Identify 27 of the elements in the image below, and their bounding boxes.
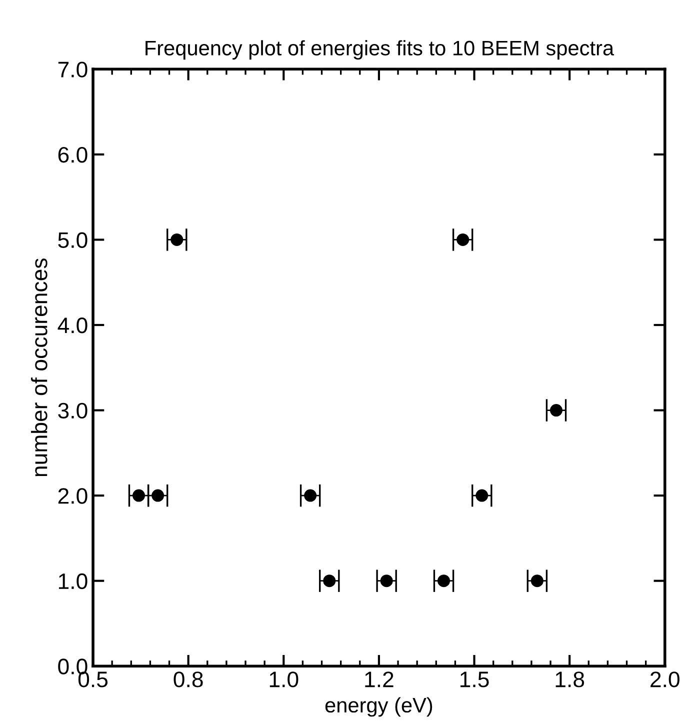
point	[132, 489, 146, 502]
point	[152, 489, 164, 502]
point	[170, 233, 184, 246]
y-axis-title: number of occurences	[30, 258, 48, 476]
y-tick-label: 4.0	[58, 318, 88, 334]
point	[304, 489, 317, 502]
x-tick-label: 2.0	[650, 672, 680, 688]
x-axis-title: energy (eV)	[325, 697, 432, 717]
y-tick-label: 3.0	[58, 402, 88, 419]
x-tick-label: 1.8	[556, 672, 584, 688]
y-tick-label: 7.0	[58, 62, 88, 78]
x-tick-label: 1.5	[460, 672, 489, 688]
y-tick-label: 2.0	[58, 488, 88, 504]
y-tick-label: 6.0	[58, 146, 88, 163]
y-tick-label: 5.0	[58, 232, 88, 248]
chart-title: Frequency plot of energies fits to 10 BEEM spectra	[146, 40, 614, 60]
point	[438, 574, 450, 588]
y-tick-label: 1.0	[58, 573, 88, 590]
point	[323, 574, 336, 588]
point	[550, 404, 562, 417]
point	[476, 489, 488, 502]
point	[456, 233, 470, 246]
x-tick-label: 0.8	[174, 672, 203, 688]
point	[380, 574, 393, 588]
point	[530, 574, 544, 588]
x-tick-label: 1.0	[270, 672, 298, 688]
x-tick-label: 1.2	[365, 672, 394, 688]
